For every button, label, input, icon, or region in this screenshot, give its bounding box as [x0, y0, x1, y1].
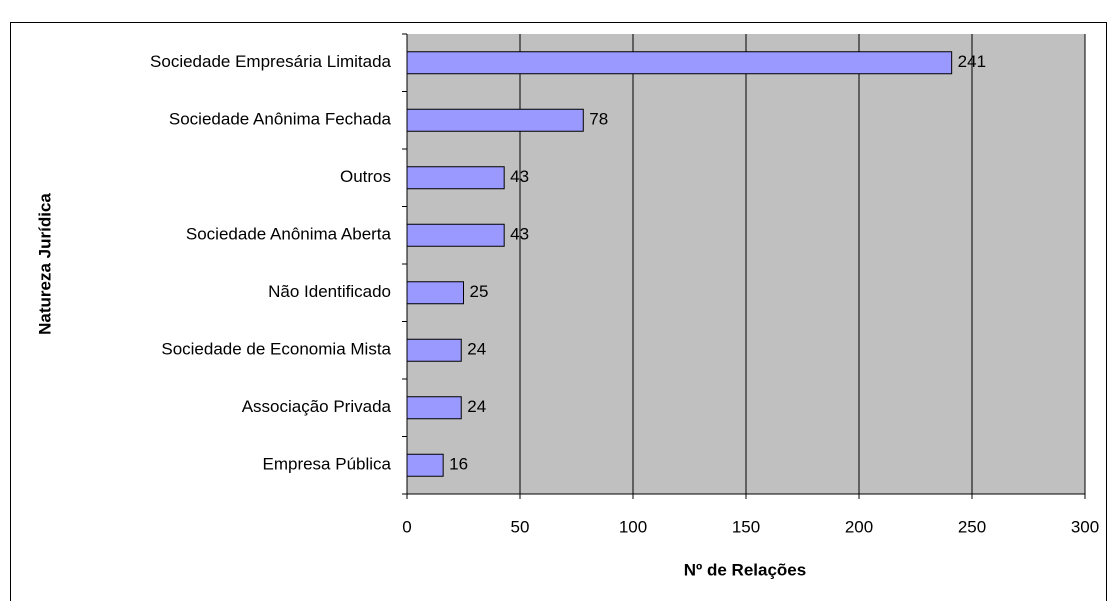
y-tick-label: Sociedade Empresária Limitada [150, 52, 392, 71]
data-label: 43 [510, 167, 529, 186]
x-tick-label: 200 [845, 517, 873, 536]
data-label: 241 [958, 52, 986, 71]
bar [406, 281, 464, 305]
x-tick-label: 150 [732, 517, 760, 536]
x-tick-label: 50 [511, 517, 530, 536]
x-tick-label: 100 [619, 517, 647, 536]
bar [406, 396, 462, 420]
x-tick-label: 250 [958, 517, 986, 536]
data-label: 24 [467, 340, 486, 359]
data-label: 43 [510, 225, 529, 244]
y-tick-label: Sociedade de Economia Mista [161, 340, 391, 359]
bar [406, 108, 584, 132]
x-axis-label: Nº de Relações [684, 560, 806, 579]
x-tick-label: 0 [402, 517, 411, 536]
y-axis-label: Natureza Jurídica [35, 193, 54, 335]
bar [406, 453, 444, 477]
y-tick-label: Não Identificado [268, 282, 391, 301]
bar [406, 223, 505, 247]
bar [406, 338, 462, 362]
data-label: 16 [449, 455, 468, 474]
bar [406, 51, 953, 75]
y-tick-label: Outros [340, 167, 391, 186]
bar [406, 166, 505, 190]
y-tick-label: Associação Privada [242, 397, 392, 416]
x-tick-label: 300 [1071, 517, 1099, 536]
data-label: 78 [589, 110, 608, 129]
data-label: 24 [467, 397, 486, 416]
y-tick-label: Empresa Pública [262, 455, 391, 474]
y-tick-label: Sociedade Anônima Fechada [169, 110, 392, 129]
data-label: 25 [470, 282, 489, 301]
y-tick-label: Sociedade Anônima Aberta [186, 225, 392, 244]
